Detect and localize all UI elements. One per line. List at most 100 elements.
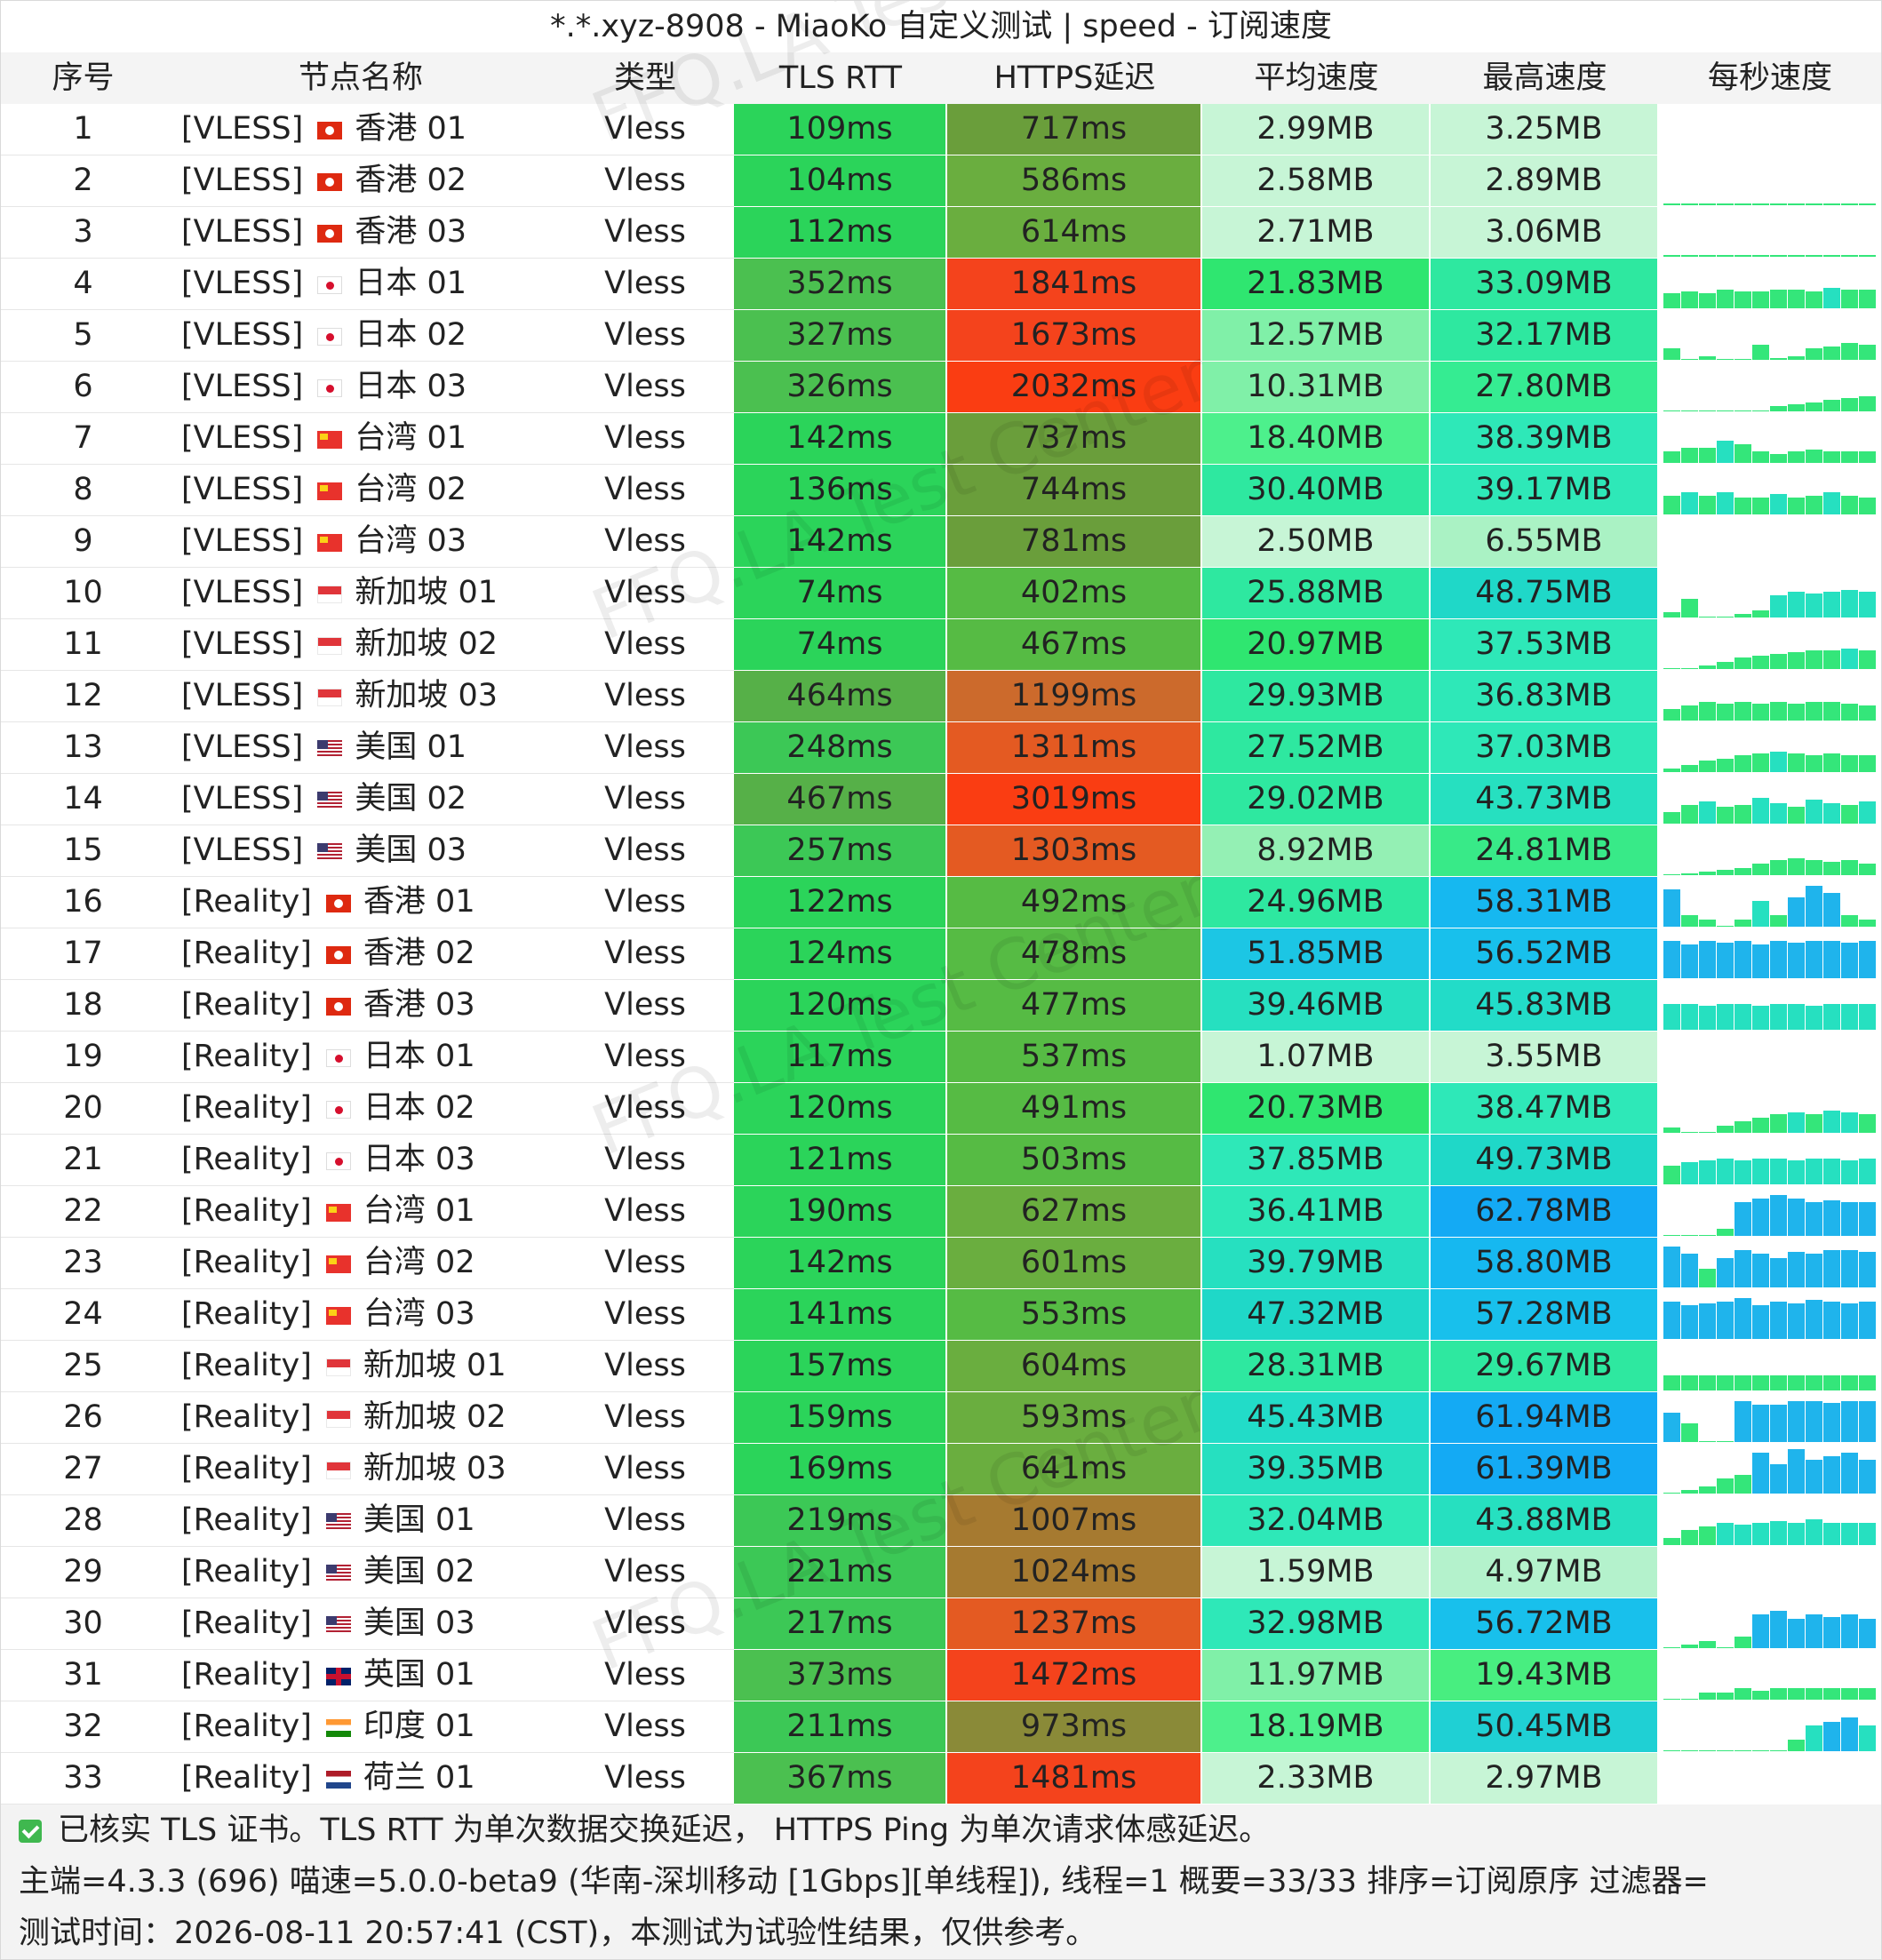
- max-speed-value: 32.17MB: [1431, 310, 1659, 361]
- node-type: Vless: [604, 369, 686, 404]
- hk-flag-icon: [325, 946, 351, 964]
- speed-bar: [1699, 702, 1716, 721]
- node-name: [VLESS] 台湾 03: [181, 516, 556, 567]
- avg-speed-value: 45.43MB: [1202, 1392, 1431, 1443]
- speed-bar: [1681, 410, 1698, 411]
- row-index: 23: [63, 1245, 103, 1280]
- max-speed-value: 3.06MB: [1431, 207, 1659, 258]
- header-type: 类型: [613, 60, 676, 96]
- speed-bar: [1788, 943, 1805, 978]
- speed-bar: [1788, 1199, 1805, 1236]
- protocol-tag: [VLESS]: [181, 266, 304, 301]
- row-divider: [1, 1082, 734, 1083]
- max-speed-value: 48.75MB: [1431, 568, 1659, 618]
- region-label: 新加坡 03: [363, 1451, 506, 1486]
- speed-bar: [1841, 1112, 1858, 1133]
- speed-bar: [1859, 1401, 1876, 1442]
- speed-bar: [1734, 1160, 1751, 1184]
- node-type: Vless: [604, 163, 686, 198]
- speed-bar: [1752, 1375, 1769, 1390]
- max-speed-value: 27.80MB: [1431, 362, 1659, 412]
- node-name: [VLESS] 日本 03: [181, 362, 556, 412]
- protocol-tag: [Reality]: [181, 1142, 312, 1177]
- row-index: 18: [63, 987, 103, 1023]
- speed-bar: [1699, 920, 1716, 927]
- row-index: 1: [73, 111, 93, 147]
- region-label: 台湾 01: [355, 420, 467, 456]
- speed-bar: [1663, 451, 1680, 463]
- per-second-speed-sparkline: [1660, 104, 1881, 155]
- per-second-speed-sparkline: [1663, 941, 1876, 978]
- speed-bar: [1699, 1441, 1716, 1442]
- speed-bar: [1823, 592, 1840, 617]
- row-divider: [1, 309, 734, 310]
- speed-bar: [1770, 1750, 1787, 1751]
- speed-bar: [1806, 886, 1822, 927]
- protocol-tag: [Reality]: [181, 1296, 312, 1332]
- speed-bar: [1770, 1195, 1787, 1236]
- tw-flag-icon: [325, 1255, 351, 1273]
- speed-bar: [1699, 1750, 1716, 1751]
- tls-rtt-value: 211ms: [734, 1701, 947, 1752]
- node-type: Vless: [604, 1193, 686, 1229]
- speed-bar: [1717, 662, 1734, 669]
- row-divider: [1, 412, 734, 413]
- speed-bar: [1663, 1750, 1680, 1751]
- speed-bar: [1663, 709, 1680, 721]
- https-delay-value: 537ms: [947, 1032, 1202, 1082]
- speed-bar: [1752, 1159, 1769, 1184]
- https-delay-value: 402ms: [947, 568, 1202, 618]
- https-delay-value: 604ms: [947, 1341, 1202, 1391]
- table-row: 17 [Reality] 香港 02 Vless 124ms 478ms 51.85MB 56…: [1, 928, 1881, 980]
- speed-bar: [1734, 1750, 1751, 1751]
- speed-bar: [1699, 1006, 1716, 1030]
- row-divider: [1, 618, 734, 619]
- checkbox-checked-icon: [19, 1820, 42, 1843]
- max-speed-value: 2.97MB: [1431, 1753, 1659, 1804]
- row-divider: [1, 1340, 734, 1341]
- tls-rtt-value: 112ms: [734, 207, 947, 258]
- speed-bar: [1823, 203, 1840, 205]
- max-speed-value: 43.73MB: [1431, 774, 1659, 825]
- speed-bar: [1823, 702, 1840, 721]
- speed-bar: [1752, 1691, 1769, 1700]
- hk-flag-icon: [325, 998, 351, 1016]
- node-type: Vless: [604, 1245, 686, 1280]
- table-row: 13 [VLESS] 美国 01 Vless 248ms 1311ms 27.52MB 37.…: [1, 722, 1881, 774]
- speed-bar: [1823, 347, 1840, 360]
- speed-bar: [1770, 752, 1787, 772]
- https-delay-value: 586ms: [947, 155, 1202, 206]
- protocol-tag: [Reality]: [181, 936, 312, 971]
- node-name: [VLESS] 新加坡 03: [181, 671, 556, 721]
- avg-speed-value: 2.33MB: [1202, 1753, 1431, 1804]
- https-delay-value: 1303ms: [947, 825, 1202, 876]
- row-index: 30: [63, 1605, 103, 1641]
- per-second-speed-sparkline: [1663, 752, 1876, 772]
- speed-bar: [1717, 410, 1734, 411]
- per-second-speed-sparkline: [1663, 396, 1876, 411]
- speed-bar: [1663, 1493, 1680, 1494]
- speed-bar: [1859, 1302, 1876, 1339]
- speed-bar: [1859, 650, 1876, 669]
- in-flag-icon: [325, 1719, 351, 1737]
- speed-bar: [1734, 941, 1751, 978]
- tls-rtt-value: 221ms: [734, 1547, 947, 1597]
- speed-bar: [1823, 492, 1840, 514]
- max-speed-value: 36.83MB: [1431, 671, 1659, 721]
- speed-bar: [1681, 255, 1698, 257]
- protocol-tag: [VLESS]: [181, 163, 304, 198]
- protocol-tag: [VLESS]: [181, 420, 304, 456]
- speed-bar: [1841, 1523, 1858, 1545]
- speed-bar: [1681, 359, 1698, 360]
- speed-bar: [1663, 1538, 1680, 1545]
- speed-bar: [1770, 255, 1787, 257]
- table-header: 序号 节点名称 类型 TLS RTT HTTPS延迟 平均速度 最高速度 每秒速…: [1, 52, 1881, 104]
- protocol-tag: [Reality]: [181, 1657, 312, 1693]
- speed-bar: [1734, 1401, 1751, 1442]
- speed-bar: [1859, 755, 1876, 772]
- per-second-speed-sparkline: [1663, 343, 1876, 360]
- speed-bar: [1841, 398, 1858, 411]
- region-label: 台湾 01: [363, 1193, 475, 1229]
- speed-bar: [1788, 1523, 1805, 1545]
- node-name: [VLESS] 美国 02: [181, 774, 556, 825]
